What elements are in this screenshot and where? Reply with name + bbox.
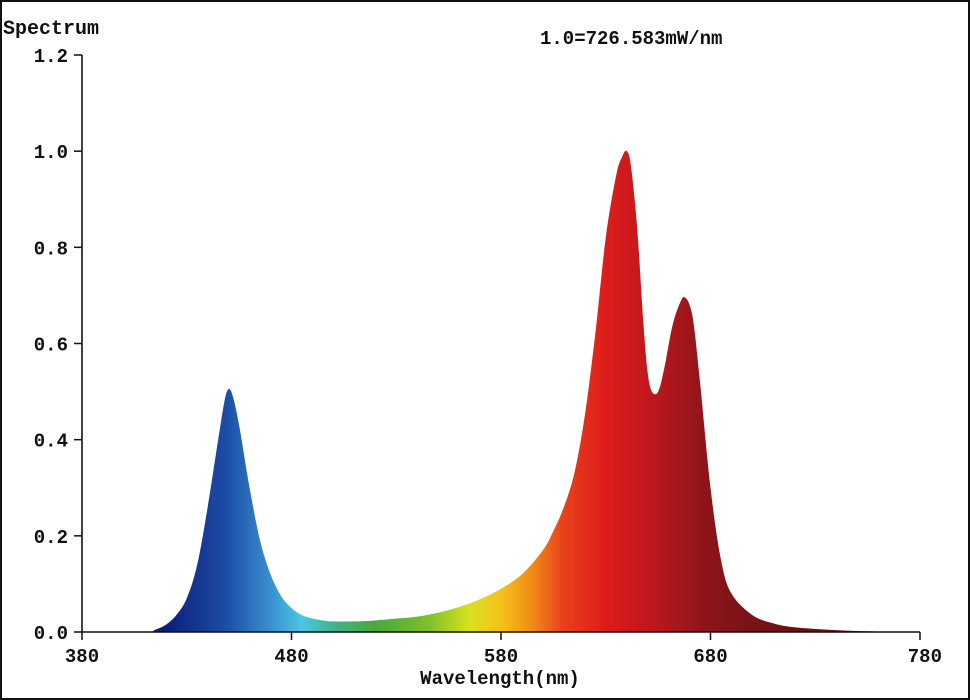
x-tick-label: 480 xyxy=(274,646,308,668)
x-tick-label: 380 xyxy=(65,646,99,668)
y-tick-label: 0.0 xyxy=(34,623,68,645)
y-tick-label: 1.0 xyxy=(34,142,68,164)
y-tick-label: 0.2 xyxy=(34,527,68,549)
x-tick-label: 580 xyxy=(484,646,518,668)
spectrum-area-layer xyxy=(82,150,920,633)
scale-annotation: 1.0=726.583mW/nm xyxy=(540,28,722,50)
x-tick-label: 780 xyxy=(908,646,942,668)
y-axis-title: Spectrum xyxy=(3,18,99,41)
y-tick-label: 1.2 xyxy=(34,46,68,68)
y-tick-group: 0.0 0.2 0.4 0.6 0.8 1.0 1.2 xyxy=(34,46,82,645)
x-tick-label: 680 xyxy=(693,646,727,668)
x-tick-group: 380 480 580 680 780 xyxy=(65,632,942,668)
spectrum-area xyxy=(82,150,920,633)
x-axis-title: Wavelength(nm) xyxy=(420,668,580,690)
y-tick-label: 0.8 xyxy=(34,238,68,260)
y-tick-label: 0.4 xyxy=(34,431,68,453)
y-tick-label: 0.6 xyxy=(34,335,68,357)
